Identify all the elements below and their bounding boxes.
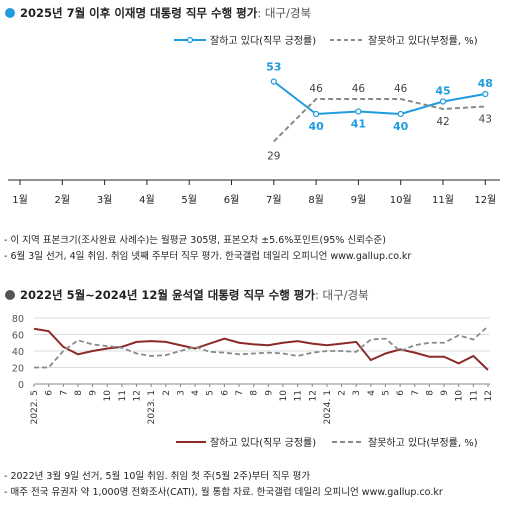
x-tick-label-13: 6: [220, 390, 230, 396]
top-title-suffix: : 대구/경북: [257, 6, 311, 20]
bottom-title: 2022년 5월~2024년 12월 윤석열 대통령 직무 수행 평가: 대구/…: [5, 288, 369, 302]
top-title-text: 2025년 7월 이후 이재명 대통령 직무 수행 평가: [20, 6, 258, 20]
x-tick-label-23: 4: [367, 390, 377, 396]
x-tick-label-2: 7: [59, 390, 69, 396]
top-title: 2025년 7월 이후 이재명 대통령 직무 수행 평가: 대구/경북: [5, 6, 311, 20]
bottom-title-text: 2022년 5월~2024년 12월 윤석열 대통령 직무 수행 평가: [20, 288, 315, 302]
positive-label-11: 48: [478, 77, 493, 90]
series-line-negative: [34, 325, 489, 369]
top-note-2: - 6월 3일 선거, 4일 취임. 취임 넷째 주부터 직무 평가. 한국갤럽…: [4, 251, 412, 262]
positive-label-6: 53: [266, 61, 281, 74]
x-tick-label-15: 8: [250, 390, 260, 396]
x-tick-label-5: 6월: [224, 194, 240, 206]
series-line-positive: [273, 80, 486, 116]
negative-label-7: 46: [309, 83, 323, 95]
x-tick-label-12: 5: [206, 390, 216, 396]
y-tick-label-0: 0: [18, 380, 24, 391]
positive-point-9: [397, 110, 404, 118]
y-tick-label-2: 40: [12, 347, 24, 358]
negative-label-9: 46: [394, 83, 408, 95]
positive-point-11: [482, 90, 489, 98]
top-chart: 잘하고 있다(직무 긍정률) 잘못하고 있다(부정률, %) 1월 2월 3월 4월 5월 6…: [8, 34, 500, 206]
negative-label-11: 43: [479, 114, 492, 126]
x-tick-label-16: 9: [264, 390, 274, 396]
x-tick-label-30: 11: [469, 390, 479, 401]
x-tick-label-2: 3월: [97, 194, 113, 206]
x-tick-label-19: 12: [308, 390, 318, 401]
x-tick-label-8: 2023. 1: [147, 390, 157, 424]
top-title-bullet: [5, 8, 15, 18]
negative-label-10: 42: [436, 116, 449, 128]
x-tick-label-9: 2: [162, 390, 172, 396]
top-note-1: - 이 지역 표본크기(조사완료 사례수)는 월평균 305명, 표본오차 ±5…: [4, 235, 386, 246]
x-tick-label-0: 1월: [12, 194, 28, 206]
legend-marker-positive: [186, 36, 194, 44]
x-tick-label-14: 7: [235, 390, 245, 396]
y-tick-label-4: 80: [12, 314, 24, 325]
positive-label-9: 40: [393, 120, 409, 133]
svg-text:2022년 5월~2024년 12월 윤석열 대통령 직무: 2022년 5월~2024년 12월 윤석열 대통령 직무 수행 평가: 대구/…: [20, 288, 369, 302]
series-line-negative: [273, 98, 486, 143]
x-tick-label-3: 8: [74, 390, 84, 396]
x-tick-label-24: 5: [381, 390, 391, 396]
y-tick-label-1: 20: [12, 364, 24, 375]
x-tick-label-11: 4: [191, 390, 201, 396]
legend-label-negative: 잘못하고 있다(부정률, %): [368, 436, 478, 449]
positive-point-10: [439, 98, 447, 105]
y-tick-label-3: 60: [12, 331, 24, 342]
x-tick-label-10: 11월: [432, 194, 454, 206]
legend-label-positive: 잘하고 있다(직무 긍정률): [210, 436, 316, 449]
legend-label-positive: 잘하고 있다(직무 긍정률): [210, 34, 316, 47]
x-tick-label-18: 11: [294, 390, 304, 401]
x-tick-label-1: 2월: [55, 194, 71, 206]
x-tick-label-11: 12월: [474, 194, 496, 206]
series-line-positive: [33, 327, 489, 371]
x-tick-label-0: 2022. 5: [30, 390, 40, 424]
x-tick-label-17: 10: [279, 390, 289, 402]
x-tick-label-8: 9월: [351, 194, 367, 206]
bottom-note-2: - 매주 전국 유권자 약 1,000명 전화조사(CATI), 월 통합 자료…: [4, 487, 443, 498]
x-tick-label-28: 9: [440, 390, 450, 396]
positive-point-6: [270, 78, 277, 85]
x-tick-label-20: 2024. 1: [323, 390, 333, 424]
x-tick-label-10: 3: [176, 390, 186, 396]
x-tick-label-7: 12: [133, 390, 143, 401]
negative-label-6: 29: [267, 151, 280, 163]
x-tick-label-27: 8: [425, 390, 435, 396]
x-tick-label-3: 4월: [139, 194, 155, 206]
x-tick-label-6: 11: [118, 390, 128, 401]
svg-text:2025년 7월 이후 이재명 대통령 직무 수행 평가:: 2025년 7월 이후 이재명 대통령 직무 수행 평가: 대구/경북: [20, 6, 311, 20]
x-tick-label-26: 7: [411, 390, 421, 396]
positive-point-7: [313, 110, 320, 118]
legend-label-negative: 잘못하고 있다(부정률, %): [368, 34, 478, 47]
x-tick-label-25: 6: [396, 390, 406, 396]
x-tick-label-31: 12: [484, 390, 494, 401]
x-tick-label-4: 5월: [181, 194, 197, 206]
x-tick-label-5: 10: [103, 390, 113, 402]
positive-label-7: 40: [308, 120, 324, 133]
x-tick-label-22: 3: [352, 390, 362, 396]
x-tick-label-6: 7월: [266, 194, 282, 206]
bottom-title-bullet: [5, 290, 15, 300]
x-tick-label-7: 8월: [308, 194, 324, 206]
positive-point-8: [355, 108, 362, 115]
x-tick-label-29: 10: [455, 390, 465, 402]
x-tick-label-1: 6: [45, 390, 55, 396]
bottom-title-suffix: : 대구/경북: [315, 288, 369, 302]
negative-label-8: 46: [352, 83, 366, 95]
bottom-note-1: - 2022년 3월 9일 선거, 5월 10일 취임. 취임 첫 주(5월 2…: [4, 471, 311, 482]
positive-label-8: 41: [351, 118, 366, 131]
x-tick-label-4: 9: [89, 390, 99, 396]
positive-label-10: 45: [435, 85, 450, 98]
x-tick-label-21: 2: [338, 390, 348, 396]
x-tick-label-9: 10월: [390, 194, 412, 206]
